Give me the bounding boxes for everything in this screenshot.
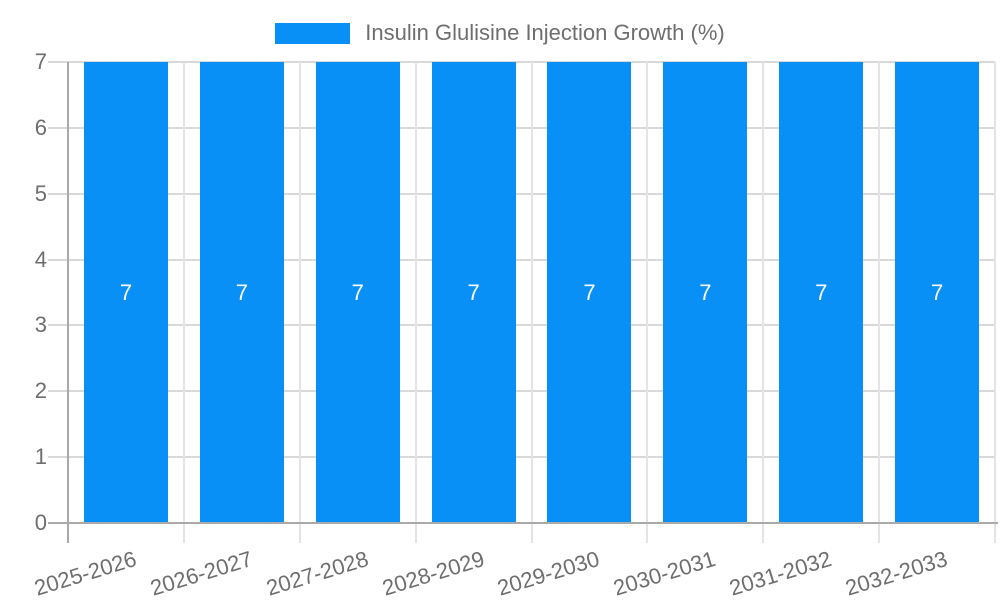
y-axis-tick-label: 0 — [34, 510, 47, 535]
bar-value-label: 7 — [351, 279, 364, 305]
bar[interactable]: 7 — [83, 62, 168, 523]
gridline-horizontal — [48, 390, 995, 393]
gridline-horizontal — [48, 324, 995, 327]
gridline-horizontal — [48, 258, 995, 261]
bar-value-label: 7 — [699, 279, 712, 305]
gridline-horizontal — [48, 61, 995, 63]
gridline-vertical — [762, 62, 765, 543]
gridline-horizontal — [48, 126, 995, 129]
bar[interactable]: 7 — [431, 62, 516, 523]
gridline-vertical — [878, 62, 881, 543]
y-axis-tick-label: 3 — [34, 312, 47, 338]
gridline-vertical — [298, 62, 301, 543]
gridline-vertical — [182, 62, 185, 543]
bar[interactable]: 7 — [547, 62, 632, 523]
gridline-vertical — [414, 62, 417, 543]
bar-value-label: 7 — [930, 279, 944, 305]
gridline-vertical — [530, 62, 533, 543]
bar-value-label: 7 — [583, 279, 596, 305]
gridline-vertical — [646, 62, 649, 543]
legend-label: Insulin Glulisine Injection Growth (%) — [365, 20, 725, 45]
y-axis-tick-label: 2 — [34, 378, 47, 404]
bar-value-label: 7 — [119, 279, 133, 305]
gridline-horizontal — [48, 456, 995, 459]
bar-value-label: 7 — [467, 279, 480, 305]
bar[interactable]: 7 — [315, 62, 400, 523]
bar[interactable]: 7 — [895, 62, 980, 523]
x-axis-line — [48, 522, 998, 524]
y-axis-tick-label: 6 — [34, 114, 47, 140]
bar[interactable]: 7 — [199, 62, 284, 523]
legend[interactable]: Insulin Glulisine Injection Growth (%) — [0, 20, 1000, 46]
y-axis-tick-label: 4 — [34, 246, 47, 272]
gridline-horizontal — [48, 192, 995, 195]
bar[interactable]: 7 — [779, 62, 864, 523]
bar[interactable]: 7 — [663, 62, 748, 523]
y-axis-tick-label: 7 — [34, 49, 47, 74]
gridline-vertical — [994, 62, 996, 543]
bar-value-label: 7 — [235, 279, 248, 305]
y-axis-line — [67, 62, 69, 543]
y-axis-tick-label: 5 — [34, 180, 47, 206]
y-axis-tick-label: 1 — [34, 444, 47, 470]
bar-value-label: 7 — [815, 279, 828, 305]
legend-marker — [275, 22, 351, 44]
